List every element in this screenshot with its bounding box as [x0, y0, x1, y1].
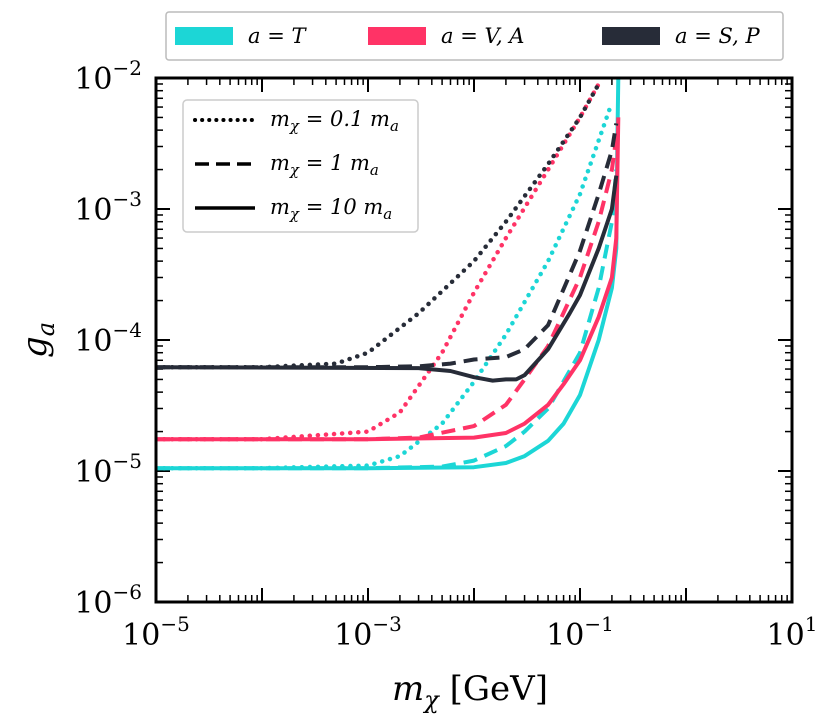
series-line-s-p-dotted: [156, 81, 601, 370]
color-legend: a = T a = V, A a = S, P: [165, 11, 784, 61]
legend-label: a = T: [248, 24, 307, 48]
y-tick-label: 10−2: [74, 56, 142, 97]
series-line-s-p-solid: [156, 175, 619, 383]
color-legend-frame: [165, 11, 784, 61]
plot-frame: [154, 76, 794, 604]
legend-swatch: [368, 27, 426, 45]
legend-swatch: [602, 27, 660, 45]
legend-label: a = V, A: [441, 24, 524, 48]
legend-label: mχ = 0.1 ma: [270, 107, 399, 135]
legend-swatch: [175, 27, 233, 45]
y-tick-label: 10−3: [74, 187, 142, 228]
style-legend-frame: [182, 99, 419, 233]
x-tick-label: 10−5: [122, 612, 190, 653]
series-line-t-dotted: [156, 100, 615, 471]
legend-label: mχ = 10 ma: [270, 195, 392, 223]
y-tick-label: 10−6: [74, 580, 142, 621]
x-tick-label: 10−3: [334, 612, 402, 653]
x-tick-label: 101: [767, 612, 818, 653]
y-tick-label: 10−4: [74, 318, 142, 359]
series-line-t-dashed: [156, 169, 619, 471]
legend-label: mχ = 1 ma: [270, 151, 379, 179]
series-line-v-a-solid: [156, 117, 621, 442]
legend-label: a = S, P: [675, 24, 760, 48]
x-tick-label: 10−1: [546, 612, 614, 653]
y-axis-title: ga: [15, 322, 60, 358]
x-axis-title: mχ [GeV]: [392, 669, 548, 714]
y-tick-label: 10−5: [74, 449, 142, 490]
style-legend: mχ = 0.1 ma mχ = 1 ma mχ = 10 ma: [182, 99, 419, 233]
